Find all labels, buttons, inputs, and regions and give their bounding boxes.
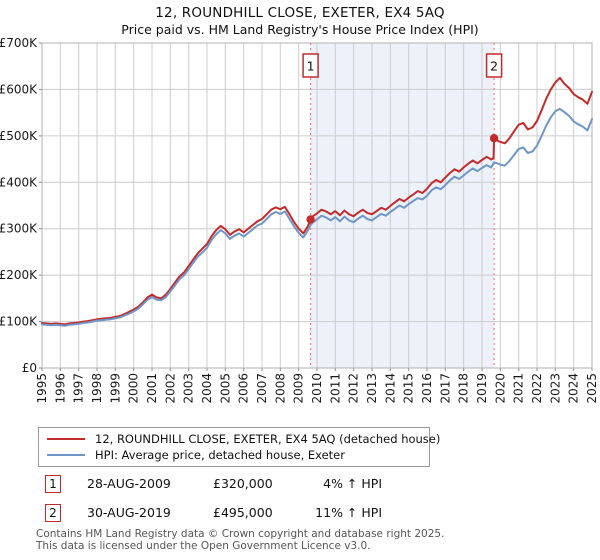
sale-row-1: 1 28-AUG-2009 £320,000 4% ↑ HPI bbox=[0, 475, 600, 495]
svg-text:£700K: £700K bbox=[0, 36, 38, 50]
svg-text:2002: 2002 bbox=[163, 373, 177, 404]
legend-label-property: 12, ROUNDHILL CLOSE, EXETER, EX4 5AQ (de… bbox=[95, 432, 441, 446]
svg-text:2019: 2019 bbox=[475, 373, 489, 404]
svg-text:2006: 2006 bbox=[237, 373, 251, 404]
sale-1-number-badge: 1 bbox=[45, 475, 61, 493]
svg-text:1995: 1995 bbox=[35, 373, 49, 404]
svg-text:£300K: £300K bbox=[0, 222, 38, 236]
sale-2-date: 30-AUG-2019 bbox=[87, 505, 171, 520]
svg-text:1: 1 bbox=[307, 59, 315, 74]
svg-text:2020: 2020 bbox=[493, 373, 507, 404]
svg-text:2014: 2014 bbox=[383, 373, 397, 404]
svg-text:£500K: £500K bbox=[0, 129, 38, 143]
footer-line-1: Contains HM Land Registry data © Crown c… bbox=[36, 528, 445, 540]
page-title: 12, ROUNDHILL CLOSE, EXETER, EX4 5AQ bbox=[155, 5, 445, 21]
svg-text:2012: 2012 bbox=[347, 373, 361, 404]
svg-text:2007: 2007 bbox=[255, 373, 269, 404]
svg-text:2: 2 bbox=[490, 59, 498, 74]
sale-2-number-badge: 2 bbox=[45, 504, 61, 522]
legend-row-hpi: HPI: Average price, detached house, Exet… bbox=[47, 447, 429, 463]
legend-row-property: 12, ROUNDHILL CLOSE, EXETER, EX4 5AQ (de… bbox=[47, 431, 440, 447]
price-history-chart: £0 £100K £200K £300K £400K £500K £600K £700K 1 2 1… bbox=[0, 36, 599, 404]
svg-text:2015: 2015 bbox=[402, 373, 416, 404]
svg-text:2004: 2004 bbox=[200, 373, 214, 404]
property-line-swatch bbox=[47, 438, 85, 440]
svg-text:2018: 2018 bbox=[457, 373, 471, 404]
svg-text:2024: 2024 bbox=[567, 373, 581, 404]
svg-text:2023: 2023 bbox=[548, 373, 562, 404]
sale-1-date: 28-AUG-2009 bbox=[87, 476, 171, 491]
svg-text:£600K: £600K bbox=[0, 82, 38, 96]
sale-2-hpi-delta: 11% ↑ HPI bbox=[315, 505, 382, 520]
svg-text:1999: 1999 bbox=[108, 373, 122, 404]
svg-text:£0: £0 bbox=[22, 361, 37, 375]
svg-text:2010: 2010 bbox=[310, 373, 324, 404]
sale-row-2: 2 30-AUG-2019 £495,000 11% ↑ HPI bbox=[0, 504, 600, 524]
svg-text:2000: 2000 bbox=[127, 373, 141, 404]
svg-text:1996: 1996 bbox=[53, 373, 67, 404]
svg-text:2005: 2005 bbox=[218, 373, 232, 404]
svg-text:2021: 2021 bbox=[512, 373, 526, 404]
sale-2-price: £495,000 bbox=[213, 505, 273, 520]
legend-label-hpi: HPI: Average price, detached house, Exet… bbox=[95, 448, 345, 462]
svg-text:£200K: £200K bbox=[0, 268, 38, 282]
svg-text:2016: 2016 bbox=[420, 373, 434, 404]
svg-text:1997: 1997 bbox=[72, 373, 86, 404]
svg-text:2013: 2013 bbox=[365, 373, 379, 404]
svg-text:2022: 2022 bbox=[530, 373, 544, 404]
svg-text:2008: 2008 bbox=[273, 373, 287, 404]
hpi-line-swatch bbox=[47, 454, 85, 456]
svg-text:1998: 1998 bbox=[90, 373, 104, 404]
svg-text:2025: 2025 bbox=[585, 373, 599, 404]
svg-text:£100K: £100K bbox=[0, 315, 38, 329]
chart-legend: 12, ROUNDHILL CLOSE, EXETER, EX4 5AQ (de… bbox=[38, 427, 440, 467]
license-footer: Contains HM Land Registry data © Crown c… bbox=[36, 528, 445, 552]
page-subtitle: Price paid vs. HM Land Registry's House … bbox=[121, 22, 479, 37]
svg-text:2003: 2003 bbox=[182, 373, 196, 404]
svg-text:£400K: £400K bbox=[0, 175, 38, 189]
svg-text:2017: 2017 bbox=[438, 373, 452, 404]
sale-1-hpi-delta: 4% ↑ HPI bbox=[323, 476, 382, 491]
sale-1-price: £320,000 bbox=[213, 476, 273, 491]
svg-text:2009: 2009 bbox=[292, 373, 306, 404]
footer-line-2: This data is licensed under the Open Gov… bbox=[36, 539, 371, 552]
svg-text:2011: 2011 bbox=[328, 373, 342, 404]
svg-text:2001: 2001 bbox=[145, 373, 159, 404]
